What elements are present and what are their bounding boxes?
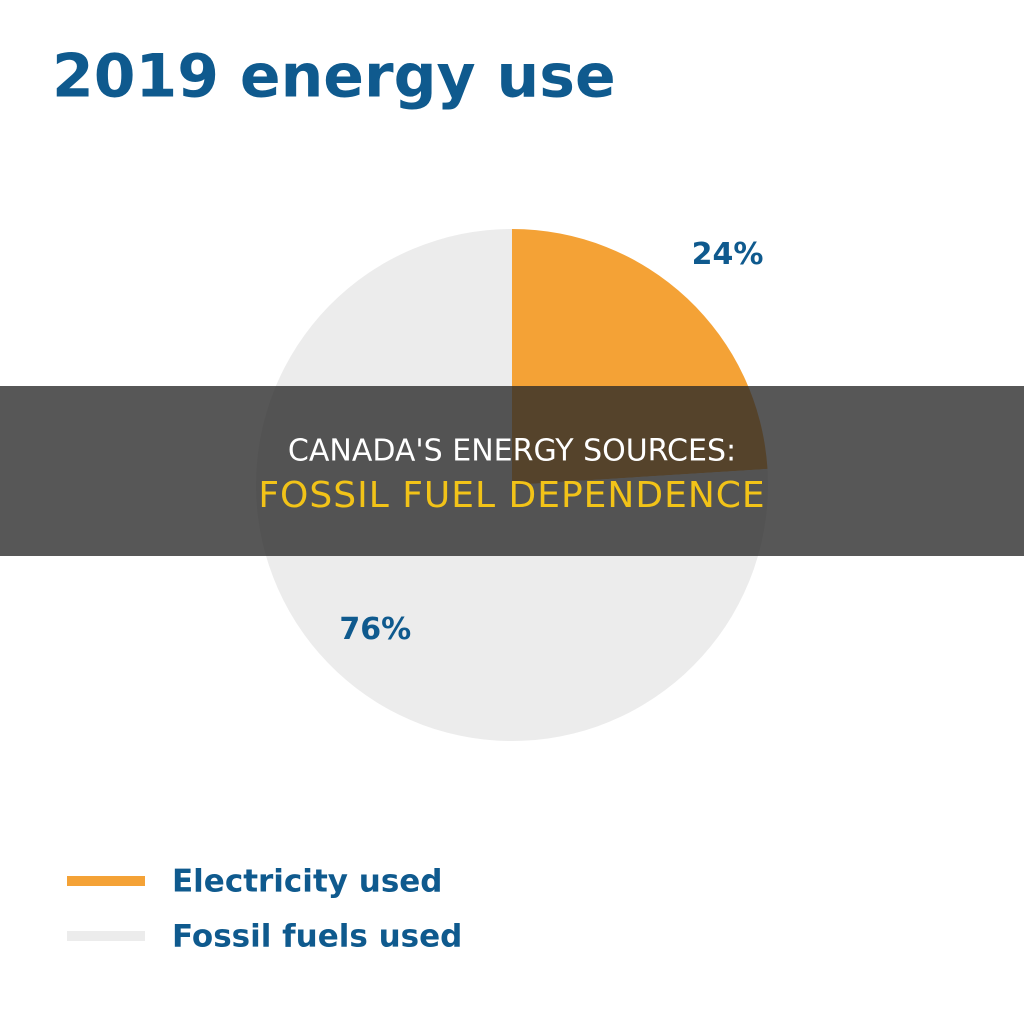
banner-subtitle: FOSSIL FUEL DEPENDENCE (258, 475, 765, 516)
legend-label: Electricity used (172, 864, 443, 900)
banner-title: CANADA'S ENERGY SOURCES: (288, 434, 736, 469)
banner (0, 386, 1024, 556)
chart-title: 2019 energy use (52, 42, 616, 112)
value-label: 76% (339, 612, 411, 647)
value-label: 24% (692, 237, 764, 272)
legend-label: Fossil fuels used (172, 919, 462, 955)
legend: Electricity used Fossil fuels used (67, 864, 462, 955)
